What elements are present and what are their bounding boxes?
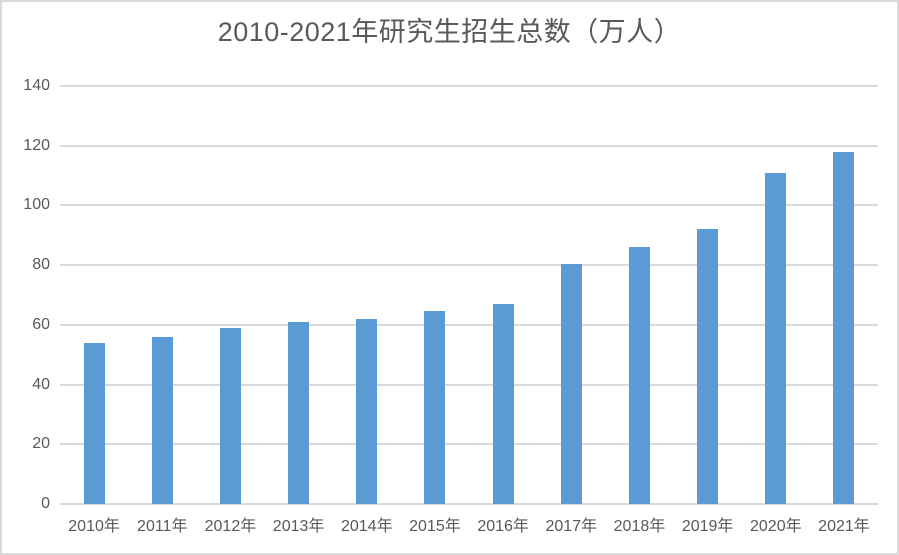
- bar-column: [810, 86, 878, 504]
- x-axis-tick-label: 2018年: [613, 518, 666, 535]
- bar-2012年: [219, 327, 241, 504]
- x-axis-tick-label: 2014年: [340, 518, 393, 535]
- y-axis-tick-label: 140: [23, 77, 50, 94]
- bar-2019年: [697, 229, 719, 504]
- bar-series: [60, 86, 878, 504]
- plot-area: [60, 85, 878, 505]
- bar-2015年: [424, 311, 446, 504]
- x-axis-tick-label: 2021年: [818, 518, 870, 535]
- y-axis-tick-label: 40: [32, 375, 50, 393]
- bar-2020年: [765, 172, 787, 504]
- bar-column: [60, 86, 128, 504]
- x-axis-tick-label: 2015年: [409, 518, 461, 535]
- x-axis-tick-label: 2016年: [477, 518, 529, 535]
- bar-2017年: [560, 263, 582, 504]
- bar-2016年: [492, 303, 514, 504]
- bar-2021年: [833, 151, 855, 504]
- bar-column: [265, 86, 333, 504]
- gridline: [60, 204, 878, 207]
- gridline: [60, 144, 878, 147]
- bar-2013年: [288, 321, 310, 504]
- x-axis: 2010年 2011年 2012年 2013年 2014年 2015年 2016年 2017年…: [60, 512, 878, 536]
- gridline: [60, 443, 878, 446]
- bar-column: [674, 86, 742, 504]
- bar-column: [469, 86, 537, 504]
- x-axis-tick-label: 2020年: [750, 518, 802, 535]
- bar-column: [196, 86, 264, 504]
- gridline: [60, 85, 878, 87]
- x-axis-tick-label: 2017年: [545, 518, 598, 535]
- y-axis-tick-label: 80: [32, 256, 50, 274]
- y-axis-tick-label: 60: [32, 315, 50, 333]
- gridline: [60, 264, 878, 267]
- bar-2018年: [628, 247, 650, 504]
- gridline: [60, 383, 878, 386]
- y-axis-tick-label: 0: [41, 495, 50, 512]
- bar-column: [401, 86, 469, 504]
- x-axis-line: [60, 503, 878, 505]
- bar-column: [742, 86, 810, 504]
- bar-2010年: [83, 342, 105, 504]
- bar-2011年: [151, 336, 173, 504]
- x-axis-tick-label: 2010年: [68, 518, 120, 535]
- bar-column: [537, 86, 605, 504]
- y-axis-tick-label: 100: [23, 196, 50, 214]
- gridlines-layer: [60, 85, 878, 504]
- y-axis: 0 20 40 60 80 100 120 140: [8, 77, 50, 512]
- bar-column: [333, 86, 401, 504]
- bar-column: [605, 86, 673, 504]
- bar-column: [128, 86, 196, 504]
- bar-2014年: [356, 318, 378, 504]
- chart-title: 2010-2021年研究生招生总数（万人）: [217, 17, 682, 47]
- y-axis-tick-label: 20: [32, 435, 50, 453]
- y-axis-tick-label: 120: [23, 136, 50, 154]
- x-axis-tick-label: 2019年: [681, 518, 734, 535]
- gridline: [60, 323, 878, 326]
- x-axis-tick-label: 2012年: [204, 518, 257, 535]
- x-axis-tick-label: 2013年: [272, 518, 325, 535]
- x-axis-tick-label: 2011年: [137, 518, 188, 535]
